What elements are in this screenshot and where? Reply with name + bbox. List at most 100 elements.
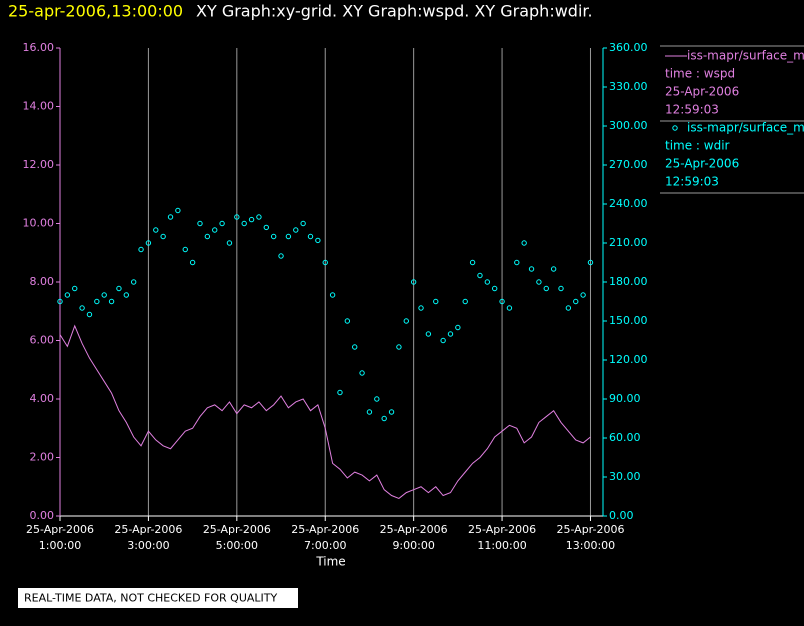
x-tick-label: 25-Apr-2006 9:00:00: [380, 523, 448, 552]
wdir-point: [440, 337, 446, 344]
wdir-point: [270, 233, 277, 240]
y2-tick-label: 180.00: [609, 275, 648, 288]
wdir-point: [374, 396, 380, 402]
wdir-point: [285, 233, 292, 240]
wdir-point: [241, 220, 247, 227]
wdir-point: [433, 298, 439, 305]
wdir-point: [410, 279, 417, 285]
wdir-point: [160, 233, 166, 240]
x-tick-label: 25-Apr-2006 1:00:00: [26, 523, 94, 552]
y2-tick-label: 360.00: [609, 41, 648, 54]
wdir-point: [86, 311, 93, 318]
wdir-point: [57, 298, 63, 305]
x-tick-label: 25-Apr-2006 7:00:00: [291, 523, 359, 552]
wdir-point: [130, 279, 137, 285]
x-tick-label: 25-Apr-2006 13:00:00: [556, 523, 624, 552]
wdir-point: [528, 266, 535, 272]
wdir-point: [469, 259, 476, 266]
wdir-point: [145, 240, 152, 246]
wdir-point: [204, 233, 211, 240]
footer-box: [18, 588, 298, 608]
y-tick-label: 0.00: [30, 509, 55, 522]
wdir-point: [352, 344, 358, 350]
x-tick-label: 25-Apr-2006 11:00:00: [468, 523, 536, 552]
wdir-point: [455, 324, 461, 331]
x-tick-label: 25-Apr-2006 5:00:00: [203, 523, 271, 552]
wdir-point: [197, 220, 203, 227]
wdir-point: [219, 220, 225, 227]
wdir-point: [462, 298, 468, 305]
wdir-point: [388, 409, 395, 415]
y-tick-label: 8.00: [30, 275, 55, 288]
legend-name: iss-mapr/surface_m: [687, 121, 804, 135]
wdir-point: [248, 216, 255, 223]
y2-tick-label: 90.00: [609, 392, 641, 405]
wdir-point: [307, 233, 314, 240]
wdir-point: [484, 279, 491, 285]
y2-tick-label: 60.00: [609, 431, 641, 444]
legend-time: 12:59:03: [665, 175, 719, 189]
y2-tick-label: 300.00: [609, 119, 648, 132]
y2-tick-label: 270.00: [609, 158, 648, 171]
wdir-point: [293, 227, 299, 233]
legend-name: iss-mapr/surface_m: [687, 49, 804, 63]
title-time: 25-apr-2006,13:00:00: [8, 2, 183, 21]
y-tick-label: 16.00: [23, 41, 55, 54]
wdir-point: [329, 292, 336, 298]
wdir-point: [300, 220, 306, 227]
wdir-point: [506, 305, 513, 311]
wdir-point: [189, 259, 196, 266]
wdir-point: [138, 246, 144, 253]
wdir-point: [234, 214, 240, 220]
wdir-point: [344, 318, 351, 324]
wdir-point: [359, 370, 365, 376]
footer-note: REAL-TIME DATA, NOT CHECKED FOR QUALITY: [24, 592, 278, 605]
wdir-point: [381, 415, 387, 422]
wdir-point: [175, 207, 181, 214]
wdir-point: [536, 279, 542, 285]
wdir-point: [123, 292, 130, 298]
wdir-point: [425, 331, 432, 337]
legend-date: 25-Apr-2006: [665, 85, 739, 99]
y2-tick-label: 330.00: [609, 80, 648, 93]
wdir-point: [477, 272, 483, 279]
wdir-point: [79, 305, 85, 311]
wdir-point: [322, 259, 328, 266]
wdir-point: [418, 305, 424, 311]
y-tick-label: 4.00: [30, 392, 55, 405]
wdir-point: [256, 214, 262, 220]
legend-label: time : wspd: [665, 67, 735, 81]
wdir-point: [212, 227, 218, 233]
wdir-point: [573, 298, 579, 305]
y-tick-label: 2.00: [30, 451, 55, 464]
wdir-point: [403, 318, 409, 324]
wdir-point: [108, 298, 115, 305]
wdir-point: [587, 259, 594, 266]
wdir-point: [565, 305, 572, 311]
wdir-point: [72, 285, 78, 292]
y-tick-label: 12.00: [23, 158, 55, 171]
wdir-point: [550, 266, 557, 272]
wdir-point: [396, 344, 402, 350]
y2-tick-label: 120.00: [609, 353, 648, 366]
legend-time: 12:59:03: [665, 103, 719, 117]
y-tick-label: 6.00: [30, 334, 55, 347]
wdir-point: [580, 292, 586, 298]
wdir-point: [514, 259, 520, 266]
wdir-point: [543, 285, 549, 292]
wdir-point: [226, 240, 233, 246]
wdir-point: [263, 224, 269, 231]
wdir-point: [447, 331, 454, 337]
wdir-point: [116, 285, 122, 292]
y-tick-label: 10.00: [23, 217, 55, 230]
x-axis-label: Time: [315, 555, 345, 569]
wdir-point: [64, 292, 71, 298]
wdir-point: [337, 389, 343, 396]
x-tick-label: 25-Apr-2006 3:00:00: [114, 523, 182, 552]
wdir-point: [278, 253, 284, 259]
wdir-point: [499, 298, 505, 305]
y2-tick-label: 150.00: [609, 314, 648, 327]
